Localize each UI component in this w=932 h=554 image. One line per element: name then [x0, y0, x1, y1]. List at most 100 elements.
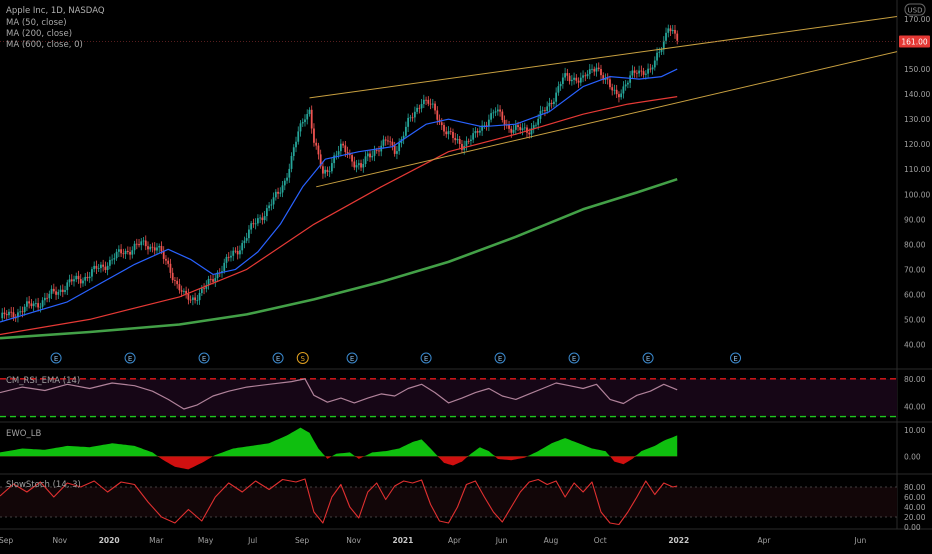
candle-body [52, 288, 55, 292]
candle-body [481, 125, 484, 131]
candle-body [265, 208, 268, 217]
x-tick-label: Nov [346, 536, 361, 545]
candle-body [286, 177, 288, 181]
candle-body [512, 129, 515, 133]
candle-body [465, 140, 468, 146]
candle-body [21, 311, 24, 313]
candle-body [674, 29, 676, 34]
candle-body [366, 153, 369, 157]
candle-body [600, 68, 602, 76]
x-tick-label: 2022 [668, 536, 689, 545]
stoch-tick-label: 20.00 [904, 513, 926, 522]
candle-body [95, 265, 98, 269]
candle-body [671, 29, 674, 32]
candle-body [272, 197, 275, 205]
candle-body [108, 259, 111, 266]
candle-body [649, 68, 652, 70]
candle-body [308, 109, 311, 115]
candle-body [434, 103, 436, 111]
candle-body [301, 122, 304, 124]
candle-body [398, 143, 401, 152]
candle-body [348, 153, 351, 156]
candle-body [537, 118, 540, 125]
candle-body [243, 240, 246, 244]
price-tick-label: 40.00 [904, 340, 926, 349]
x-tick-label: Apr [757, 536, 771, 545]
candle-body [582, 75, 584, 78]
candle-body [642, 71, 645, 75]
candle-body [339, 143, 342, 152]
candle-body [93, 265, 96, 270]
candle-body [413, 111, 416, 118]
candle-body [248, 229, 250, 239]
candle-body [476, 131, 479, 133]
candle-body [214, 278, 217, 282]
event-marker-earnings [420, 352, 432, 364]
grid-layer [0, 0, 932, 530]
candle-body [256, 218, 259, 224]
stoch-tick-label: 0.00 [904, 523, 921, 532]
candle-body [263, 216, 266, 221]
candle-body [144, 240, 147, 247]
candle-body [449, 131, 452, 133]
candle-body [604, 78, 607, 80]
candle-body [613, 89, 616, 91]
candle-body [57, 291, 60, 295]
candle-body [517, 125, 519, 128]
candle-body [478, 130, 481, 133]
candle-body [579, 77, 582, 83]
currency-badge[interactable] [904, 3, 926, 16]
candle-body [593, 68, 596, 72]
candle-body [407, 117, 410, 127]
candle-body [252, 223, 255, 225]
candle-body [324, 169, 327, 174]
candle-body [153, 247, 156, 251]
candle-body [458, 138, 461, 144]
candle-body [667, 28, 670, 33]
x-tick-label: Jun [495, 536, 508, 545]
candle-body [200, 288, 203, 294]
candle-body [328, 171, 331, 173]
ma200-line [0, 96, 678, 336]
candle-body [622, 86, 625, 94]
candle-body [203, 288, 205, 290]
event-marker-earnings [494, 352, 506, 364]
candle-body [409, 117, 412, 119]
candle-body [364, 156, 367, 164]
x-tick-label: May [198, 536, 214, 545]
candle-body [402, 135, 405, 140]
rsi-band-fill [0, 378, 897, 417]
candle-body [487, 119, 490, 127]
candle-body [23, 306, 26, 313]
candle-body [357, 163, 360, 166]
candle-body [360, 163, 362, 168]
candle-body [557, 86, 560, 93]
candle-body [396, 151, 398, 154]
candle-body [445, 131, 448, 135]
candle-body [371, 155, 374, 158]
candle-body [100, 264, 102, 269]
candle-body [10, 311, 13, 313]
candle-body [292, 147, 295, 157]
candle-body [187, 293, 190, 300]
candle-body [676, 33, 679, 41]
candle-body [3, 312, 6, 315]
candle-body [8, 311, 10, 316]
candle-body [411, 117, 414, 119]
candle-body [552, 101, 555, 104]
candle-body [665, 32, 667, 41]
candle-body [615, 89, 618, 95]
stoch-pane [0, 478, 897, 526]
candle-body [548, 102, 551, 107]
candle-body [225, 256, 228, 263]
candle-body [131, 250, 134, 255]
candle-body [584, 75, 587, 77]
candle-body [151, 246, 154, 248]
candle-body [384, 139, 387, 141]
candle-body [209, 278, 212, 280]
candle-body [250, 223, 253, 230]
candle-body [254, 223, 257, 225]
event-marker-label: E [276, 355, 280, 363]
